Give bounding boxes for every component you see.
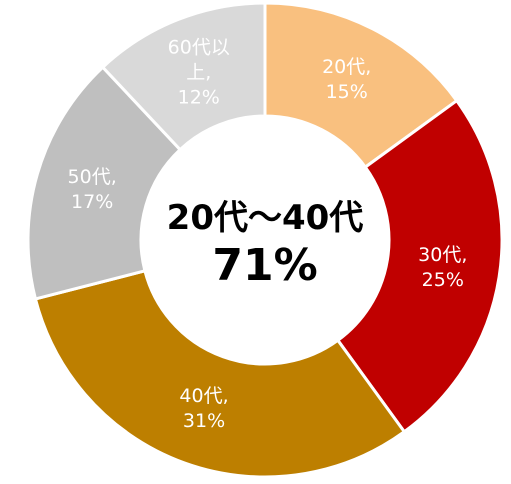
- value-label: 12%: [177, 86, 220, 109]
- data-label: 50代, 17%: [56, 165, 128, 215]
- slice: [26, 65, 183, 301]
- category: 30代,: [418, 244, 468, 267]
- value-label: 31%: [182, 410, 226, 433]
- category: 20代,: [322, 55, 372, 78]
- slice: [263, 1, 459, 170]
- slice: [100, 1, 267, 152]
- category: 60代以上,: [167, 36, 230, 84]
- center-label: 20代～40代: [166, 198, 364, 238]
- slice: [33, 269, 407, 479]
- center-value: 71%: [212, 240, 318, 291]
- value-label: 17%: [71, 190, 114, 213]
- data-label: 20代, 15%: [311, 55, 383, 105]
- data-label: 40代, 31%: [168, 384, 240, 434]
- value-label: 15%: [325, 80, 368, 103]
- slice: [335, 98, 504, 434]
- data-label: 30代, 25%: [407, 243, 479, 293]
- category: 40代,: [179, 385, 229, 408]
- value-label: 25%: [421, 269, 464, 292]
- category: 50代,: [67, 165, 117, 188]
- data-label: 60代以上, 12%: [163, 35, 235, 110]
